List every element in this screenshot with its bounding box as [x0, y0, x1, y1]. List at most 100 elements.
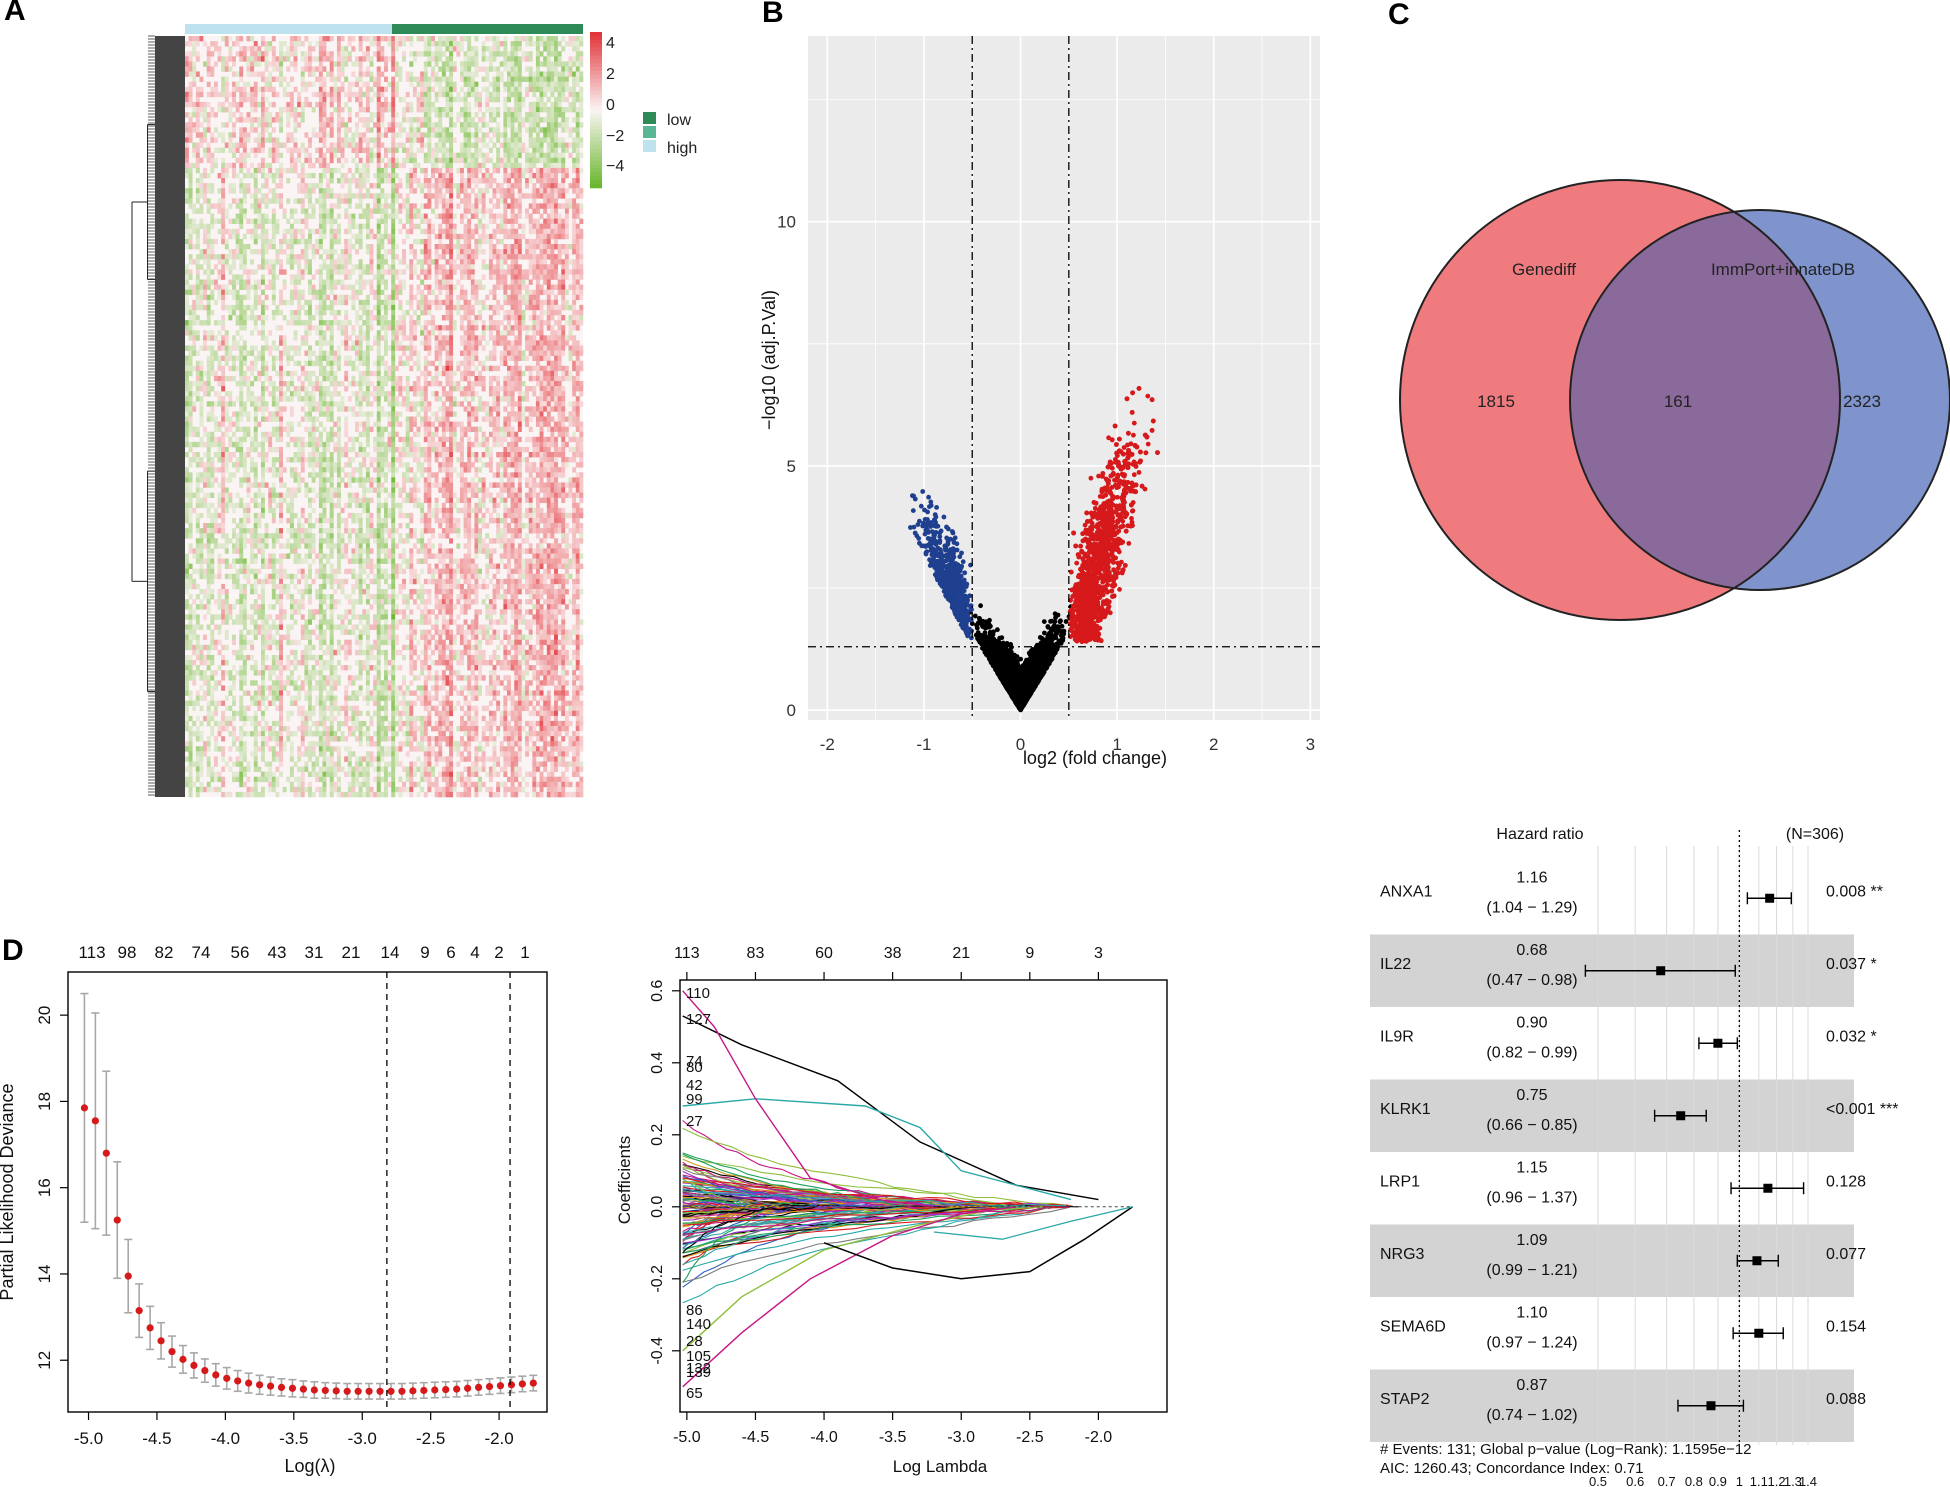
heatmap-cell	[297, 101, 302, 108]
heatmap-cell	[445, 228, 450, 235]
heatmap-cell	[344, 315, 349, 321]
heatmap-cell	[362, 335, 367, 341]
heatmap-cell	[503, 162, 508, 169]
heatmap-cell	[199, 36, 204, 42]
heatmap-cell	[221, 147, 226, 153]
heatmap-cell	[232, 172, 236, 179]
heatmap-cell	[275, 325, 280, 331]
heatmap-cell	[221, 188, 226, 194]
heatmap-cell	[550, 162, 555, 169]
heatmap-cell	[213, 279, 218, 285]
heatmap-cell	[318, 76, 323, 82]
heatmap-cell	[514, 162, 519, 169]
heatmap-cell	[405, 117, 410, 123]
heatmap-cell	[539, 325, 544, 331]
heatmap-cell	[441, 178, 446, 184]
heatmap-cell	[568, 335, 573, 341]
heatmap-cell	[546, 157, 551, 164]
heatmap-cell	[326, 269, 331, 275]
heatmap-cell	[456, 309, 461, 316]
heatmap-cell	[188, 259, 193, 265]
heatmap-cell	[409, 284, 414, 290]
heatmap-cell	[467, 172, 472, 179]
heatmap-cell	[213, 264, 218, 270]
heatmap-cell	[336, 56, 341, 62]
heatmap-cell	[340, 249, 345, 255]
heatmap-cell	[409, 269, 414, 275]
heatmap-cell	[228, 137, 233, 143]
heatmap-cell	[514, 178, 519, 184]
heatmap-cell	[510, 86, 515, 93]
heatmap-cell	[561, 264, 566, 270]
heatmap-cell	[561, 147, 566, 153]
heatmap-cell	[510, 76, 515, 82]
heatmap-cell	[517, 56, 522, 62]
heatmap-cell	[224, 91, 229, 98]
heatmap-cell	[543, 335, 548, 341]
heatmap-cell	[496, 203, 501, 209]
heatmap-cell	[485, 96, 490, 103]
heatmap-cell	[420, 147, 425, 153]
heatmap-cell	[427, 238, 432, 245]
heatmap-cell	[554, 218, 558, 225]
heatmap-cell	[355, 122, 359, 128]
heatmap-cell	[384, 335, 388, 341]
heatmap-cell	[246, 228, 251, 235]
heatmap-cell	[528, 238, 533, 245]
heatmap-cell	[557, 76, 562, 82]
heatmap-cell	[344, 244, 349, 250]
heatmap-cell	[304, 61, 309, 67]
heatmap-cell	[250, 269, 255, 275]
heatmap-cell	[521, 320, 526, 326]
heatmap-cell	[336, 112, 341, 118]
heatmap-cell	[271, 294, 276, 301]
heatmap-cell	[333, 259, 338, 265]
heatmap-cell	[217, 198, 222, 204]
heatmap-cell	[308, 203, 312, 209]
heatmap-cell	[210, 335, 215, 341]
heatmap-cell	[362, 208, 367, 214]
heatmap-cell	[228, 66, 233, 72]
heatmap-cell	[329, 172, 334, 179]
heatmap-cell	[279, 193, 283, 199]
heatmap-cell	[224, 41, 229, 47]
heatmap-cell	[445, 274, 450, 280]
heatmap-cell	[344, 335, 349, 341]
heatmap-cell	[517, 127, 522, 133]
heatmap-cell	[438, 81, 443, 88]
heatmap-cell	[463, 188, 468, 194]
heatmap-cell	[210, 188, 215, 194]
heatmap-cell	[412, 203, 417, 209]
heatmap-cell	[369, 325, 374, 331]
heatmap-cell	[336, 299, 341, 306]
heatmap-cell	[561, 244, 566, 250]
heatmap-cell	[308, 284, 312, 290]
heatmap-cell	[554, 172, 558, 179]
heatmap-cell	[517, 183, 522, 189]
heatmap-cell	[441, 86, 446, 93]
heatmap-cell	[459, 178, 464, 184]
heatmap-cell	[514, 56, 519, 62]
heatmap-cell	[507, 330, 511, 336]
heatmap-cell	[467, 218, 472, 225]
heatmap-cell	[467, 208, 472, 214]
heatmap-cell	[492, 51, 497, 57]
heatmap-cell	[336, 96, 341, 103]
heatmap-cell	[579, 167, 584, 174]
heatmap-cell	[286, 147, 291, 153]
heatmap-cell	[496, 279, 501, 285]
heatmap-cell	[550, 284, 555, 290]
heatmap-cell	[463, 193, 468, 199]
heatmap-cell	[499, 183, 504, 189]
heatmap-cell	[185, 132, 189, 138]
heatmap-cell	[441, 66, 446, 72]
heatmap-cell	[235, 233, 240, 240]
heatmap-cell	[358, 299, 363, 306]
heatmap-cell	[185, 228, 189, 235]
heatmap-cell	[492, 142, 497, 148]
heatmap-cell	[568, 183, 573, 189]
heatmap-cell	[336, 46, 341, 52]
heatmap-cell	[474, 228, 479, 235]
heatmap-cell	[264, 284, 269, 290]
heatmap-cell	[232, 249, 236, 255]
